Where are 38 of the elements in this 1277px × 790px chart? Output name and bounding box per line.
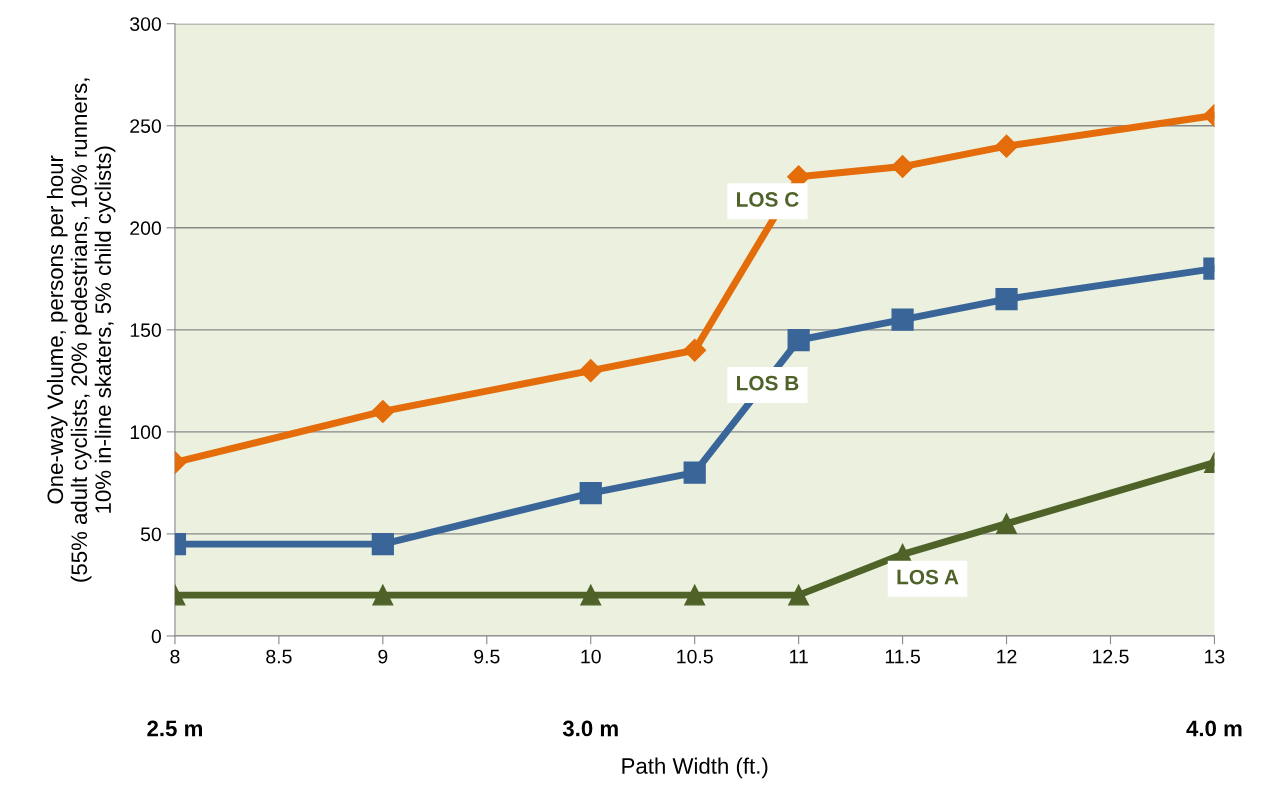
y-tick-label: 300 xyxy=(130,17,161,31)
point xyxy=(995,288,1018,311)
point xyxy=(579,359,603,383)
point xyxy=(580,584,602,606)
x-tick-label: 11 xyxy=(790,649,808,664)
text: 4.0 m xyxy=(1186,720,1242,737)
y-tick-label: 0 xyxy=(151,629,161,644)
x-tick-label: 10.5 xyxy=(677,649,713,664)
point xyxy=(683,461,706,484)
y-axis-title: One-way Volume, persons per hour (55% adult cyclists, 20% pedestrians, 10% runners, 10% in-line skaters, 5% child cyclists) xyxy=(46,78,116,582)
point xyxy=(996,513,1017,535)
point xyxy=(787,328,810,352)
point xyxy=(684,584,706,606)
series-label: LOS C xyxy=(737,192,799,207)
x-tick-label: 10 xyxy=(581,649,601,664)
y-tick-label: 200 xyxy=(130,221,161,236)
series-label: LOS B xyxy=(737,375,799,391)
y-tick-label: 100 xyxy=(130,425,161,440)
y-tick-label: 250 xyxy=(130,119,161,133)
point xyxy=(891,155,915,179)
point xyxy=(683,338,707,362)
point xyxy=(579,481,602,505)
series-label: LOS A xyxy=(897,569,959,585)
text: 3.0 m xyxy=(562,720,618,737)
x-tick-label: 13 xyxy=(1205,649,1225,664)
y-tick-label: 150 xyxy=(130,323,161,338)
y-tick-label: 50 xyxy=(140,527,161,542)
x-tick-label: 8.5 xyxy=(266,649,292,664)
point xyxy=(788,584,810,606)
x-axis-title: Path Width (ft.) xyxy=(622,757,768,779)
x-tick-label: 9 xyxy=(378,649,388,664)
x-tick-label: 8 xyxy=(170,649,180,664)
x-tick-label: 11.5 xyxy=(885,649,920,664)
point xyxy=(891,308,914,331)
x-tick-label: 12.5 xyxy=(1093,649,1129,664)
x-tick-label: 12 xyxy=(997,649,1017,664)
x-tick-label: 9.5 xyxy=(474,649,500,664)
text: 2.5 m xyxy=(147,720,202,737)
